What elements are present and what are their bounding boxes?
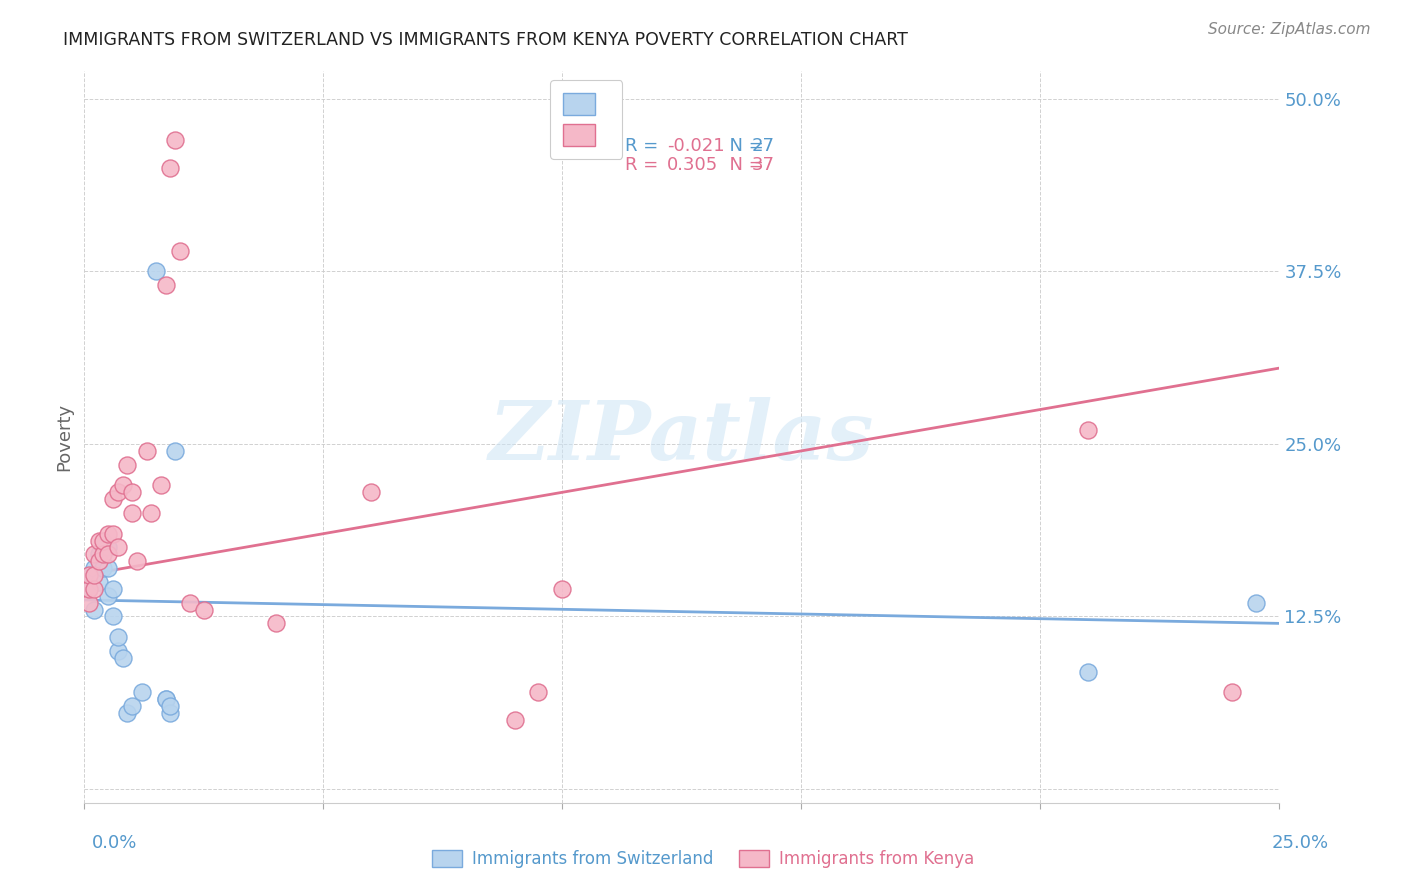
- Point: [264, 616, 287, 631]
- Point: [125, 554, 148, 568]
- Point: [101, 526, 124, 541]
- Point: [159, 161, 181, 175]
- Point: [83, 602, 105, 616]
- Point: [101, 609, 124, 624]
- Text: ZIPatlas: ZIPatlas: [489, 397, 875, 477]
- Text: 27: 27: [751, 136, 775, 155]
- Point: [87, 554, 110, 568]
- Text: 25.0%: 25.0%: [1271, 834, 1329, 852]
- Point: [83, 561, 105, 575]
- Point: [141, 506, 163, 520]
- Text: R =: R =: [624, 155, 664, 174]
- Point: [360, 485, 382, 500]
- Point: [107, 630, 129, 644]
- Point: [107, 485, 129, 500]
- Point: [93, 533, 115, 548]
- Point: [527, 685, 550, 699]
- Point: [165, 133, 187, 147]
- Text: N =: N =: [717, 155, 769, 174]
- Point: [93, 548, 115, 562]
- Point: [97, 541, 120, 555]
- Point: [83, 582, 105, 596]
- Point: [155, 692, 177, 706]
- Point: [97, 548, 120, 562]
- Point: [121, 506, 143, 520]
- Point: [83, 568, 105, 582]
- Point: [169, 244, 191, 258]
- Point: [135, 443, 157, 458]
- Point: [87, 548, 110, 562]
- Point: [149, 478, 172, 492]
- Point: [121, 485, 143, 500]
- Point: [159, 706, 181, 720]
- Point: [503, 713, 526, 727]
- Point: [93, 561, 115, 575]
- Text: R =: R =: [624, 136, 664, 155]
- Text: 0.0%: 0.0%: [91, 834, 136, 852]
- Point: [87, 574, 110, 589]
- Point: [77, 596, 100, 610]
- Text: IMMIGRANTS FROM SWITZERLAND VS IMMIGRANTS FROM KENYA POVERTY CORRELATION CHART: IMMIGRANTS FROM SWITZERLAND VS IMMIGRANT…: [63, 31, 908, 49]
- Point: [193, 602, 215, 616]
- Point: [101, 582, 124, 596]
- Point: [97, 589, 120, 603]
- Point: [551, 582, 574, 596]
- Point: [159, 699, 181, 714]
- Point: [107, 644, 129, 658]
- Point: [111, 478, 134, 492]
- Point: [117, 706, 139, 720]
- Point: [1244, 596, 1267, 610]
- Point: [101, 492, 124, 507]
- Point: [87, 533, 110, 548]
- Point: [107, 541, 129, 555]
- Point: [97, 561, 120, 575]
- Legend: , : ,: [550, 80, 623, 159]
- Text: N =: N =: [717, 136, 769, 155]
- Point: [77, 568, 100, 582]
- Point: [1077, 423, 1099, 437]
- Point: [1220, 685, 1243, 699]
- Point: [93, 541, 115, 555]
- Point: [1077, 665, 1099, 679]
- Point: [155, 278, 177, 293]
- Text: -0.021: -0.021: [666, 136, 724, 155]
- Y-axis label: Poverty: Poverty: [55, 403, 73, 471]
- Text: Source: ZipAtlas.com: Source: ZipAtlas.com: [1208, 22, 1371, 37]
- Point: [77, 582, 100, 596]
- Point: [77, 568, 100, 582]
- Point: [155, 692, 177, 706]
- Legend: Immigrants from Switzerland, Immigrants from Kenya: Immigrants from Switzerland, Immigrants …: [426, 843, 980, 875]
- Point: [165, 443, 187, 458]
- Point: [97, 526, 120, 541]
- Text: 37: 37: [751, 155, 775, 174]
- Point: [179, 596, 201, 610]
- Point: [117, 458, 139, 472]
- Point: [121, 699, 143, 714]
- Point: [83, 548, 105, 562]
- Point: [131, 685, 153, 699]
- Text: 0.305: 0.305: [666, 155, 718, 174]
- Point: [111, 651, 134, 665]
- Point: [77, 582, 100, 596]
- Point: [145, 264, 167, 278]
